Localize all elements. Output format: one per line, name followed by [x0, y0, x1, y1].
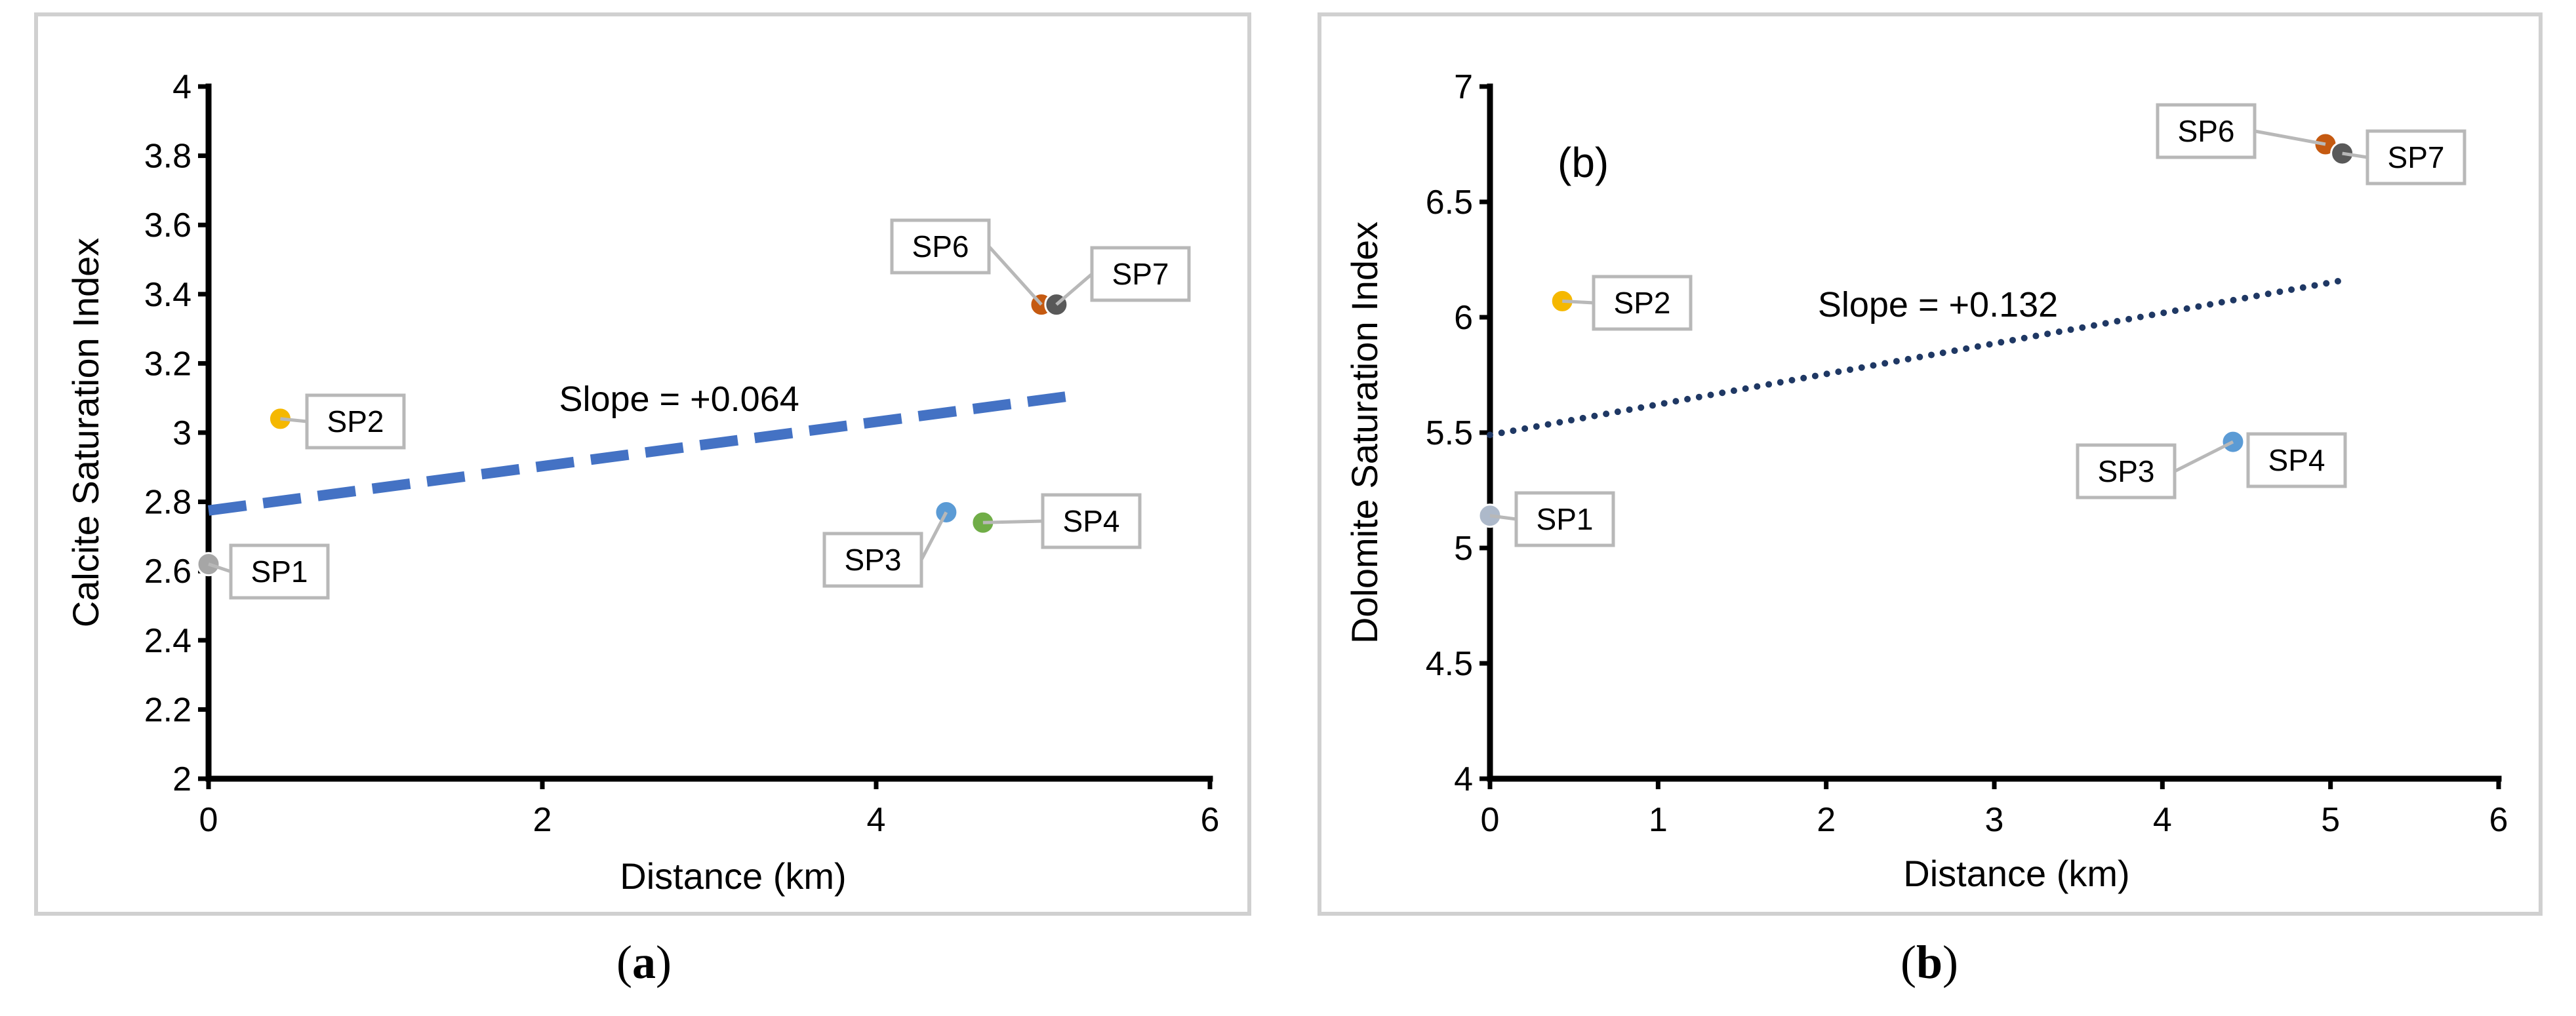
point-label: SP6 — [2178, 114, 2235, 148]
point-label: SP2 — [1614, 286, 1671, 320]
callout-box — [1592, 275, 1693, 331]
point-label: SP2 — [327, 404, 384, 439]
panel-a-trendline — [207, 390, 1077, 516]
panel-b-trendline — [1487, 277, 2343, 439]
panel-b-tag: (b) — [1558, 139, 1609, 186]
panel-a-ytick-label: 2.4 — [144, 622, 191, 660]
panel-a-slope-label: Slope = +0.064 — [559, 380, 799, 419]
callout-box — [305, 393, 406, 450]
panel-b-xtick-label: 1 — [1649, 801, 1668, 839]
panel-a-xtick-label: 0 — [199, 801, 218, 839]
point-label: SP3 — [2098, 454, 2155, 488]
callout-leader — [1489, 514, 1517, 521]
callout-box — [822, 532, 923, 588]
panel-a-ylabel: Calcite Saturation Index — [65, 238, 106, 628]
callout-leader — [2254, 129, 2326, 146]
panel-a-ytick-label: 3 — [172, 414, 191, 452]
panel-a-ytick-label: 3.6 — [144, 206, 191, 244]
callout-leader — [2342, 151, 2368, 159]
panel-b-xtick-label: 0 — [1481, 801, 1500, 839]
callout-box — [1041, 493, 1142, 549]
panel-a-xlabel: Distance (km) — [620, 855, 846, 897]
panel-a-xtick-label: 6 — [1201, 801, 1220, 839]
callout-box — [2156, 103, 2257, 159]
panel-b-xtick-label: 6 — [2489, 801, 2508, 839]
panel-b-ytick-label: 5 — [1454, 530, 1473, 568]
callout-leader — [208, 562, 231, 574]
callout-leader — [988, 245, 1043, 306]
panel-a-ytick-label: 2.8 — [144, 484, 191, 522]
panel-b-slope-label: Slope = +0.132 — [1818, 285, 2058, 324]
panel-a-ytick-label: 2 — [172, 760, 191, 798]
panel-b-ytick-label: 5.5 — [1426, 414, 1473, 452]
panel-a-xtick-label: 2 — [533, 801, 552, 839]
callout-leader — [280, 417, 308, 423]
callout-leader — [982, 519, 1043, 524]
callout-box — [2246, 432, 2347, 488]
callout-box — [890, 218, 991, 275]
panel-a-ytick-label: 2.6 — [144, 553, 191, 591]
panel-a-xtick-label: 4 — [867, 801, 886, 839]
panel-b-ylabel: Dolomite Saturation Index — [1344, 222, 1385, 644]
caption-b: (b) — [1901, 936, 1958, 988]
panel-a: 22.22.42.62.833.23.43.63.840 2 4 6 SP1SP2SP… — [34, 12, 1251, 916]
callout-box — [229, 543, 330, 600]
point-label: SP4 — [2268, 443, 2325, 477]
point-label: SP3 — [845, 543, 902, 577]
callout-leader — [1055, 273, 1093, 306]
panel-a-ytick-label: 3.4 — [144, 276, 191, 314]
panel-a-ytick-label: 3.2 — [144, 345, 191, 383]
callout-box — [1514, 491, 1615, 547]
panel-b-xlabel: Distance (km) — [1903, 853, 2129, 894]
caption-a: (a) — [616, 936, 672, 988]
panel-b-xtick-label: 4 — [2153, 801, 2172, 839]
callout-box — [2076, 443, 2177, 499]
callout-leader — [919, 511, 948, 561]
callout-box — [2365, 129, 2466, 186]
callout-leader — [2173, 440, 2234, 473]
caption-a-letter: a — [632, 936, 656, 988]
panel-a-ytick-label: 3.8 — [144, 138, 191, 176]
point-label: SP7 — [2388, 140, 2445, 174]
panel-a-ytick-label: 2.2 — [144, 691, 191, 729]
callout-box — [1090, 246, 1191, 302]
panel-b-xtick-label: 2 — [1817, 801, 1836, 839]
point-label: SP4 — [1063, 504, 1120, 538]
panel-b-xtick-label: 5 — [2321, 801, 2340, 839]
panel-a-frame — [34, 12, 1251, 916]
point-label: SP7 — [1112, 257, 1169, 291]
caption-b-letter: b — [1916, 936, 1942, 988]
point-label: SP1 — [251, 555, 308, 589]
panel-b-ytick-label: 4 — [1454, 760, 1473, 798]
point-label: SP1 — [1537, 502, 1594, 536]
point-label: SP6 — [912, 229, 969, 264]
panel-b-ytick-label: 7 — [1454, 68, 1473, 106]
panel-b-xtick-label: 3 — [1985, 801, 2004, 839]
panel-b-ytick-label: 6.5 — [1426, 184, 1473, 222]
callout-leader — [1562, 299, 1594, 305]
panel-b-ytick-label: 6 — [1454, 299, 1473, 337]
panel-b-ytick-label: 4.5 — [1426, 645, 1473, 683]
panel-a-ytick-label: 4 — [172, 68, 191, 106]
